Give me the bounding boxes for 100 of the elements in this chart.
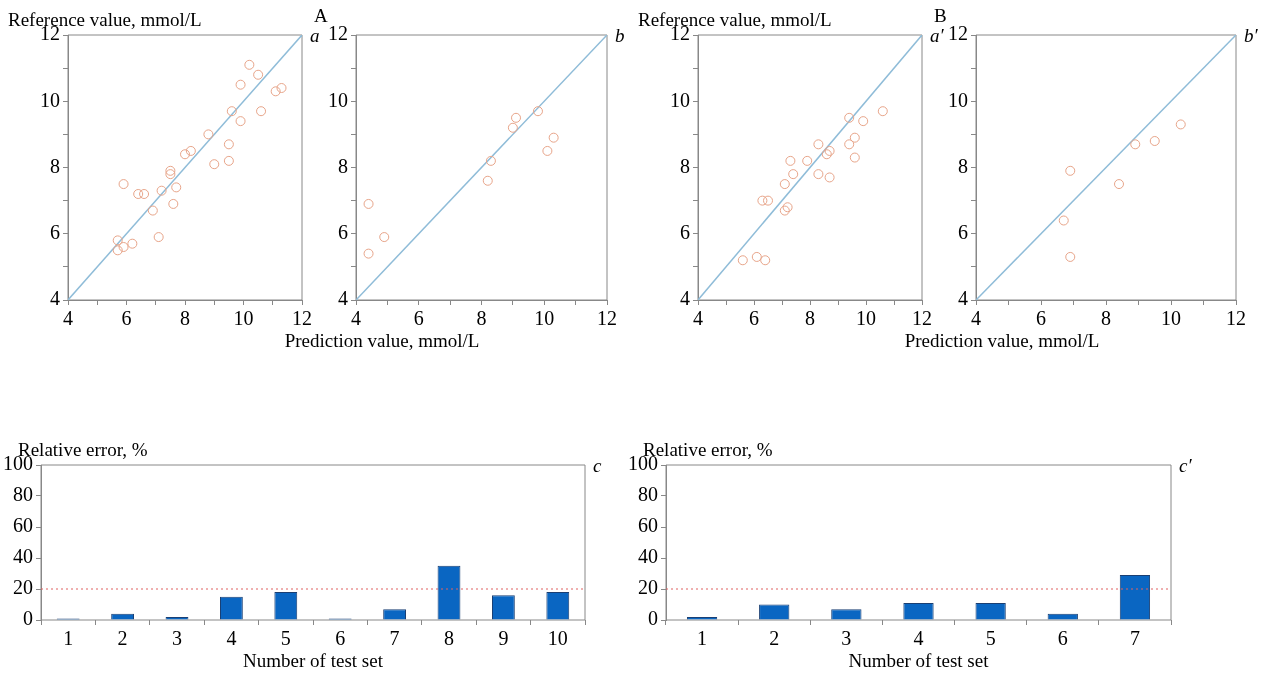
x-tick-label: 10 [1161,307,1181,330]
text: b′ [1244,25,1258,47]
y-tick-label: 6 [50,221,60,243]
point [256,106,267,117]
point [788,169,799,180]
point [147,205,158,216]
point [858,116,869,127]
x-tick-label: 6 [1057,627,1068,650]
y-tick-label: 6 [680,221,690,243]
y-tick-label: 40 [13,545,33,568]
x-tick-label: 10 [547,627,568,650]
point [760,255,771,266]
x-tick-label: 10 [856,307,876,330]
x-tick-label: 12 [1226,307,1246,330]
point [112,245,123,256]
point [1175,119,1186,130]
y-tick-label: 60 [13,514,33,537]
x-tick-label: 3 [172,627,182,650]
x-tick-label: 5 [985,627,996,650]
point [223,155,234,166]
x-tick-label: 8 [805,307,815,330]
text: c′ [1179,455,1192,477]
point [757,195,768,206]
x-tick-label: 8 [444,627,454,650]
text: a′ [930,25,944,47]
y-tick-label: 4 [50,287,60,310]
x-tick-label: 2 [769,627,780,650]
point [542,145,553,156]
point [821,149,832,160]
point [165,169,176,180]
point [209,159,220,170]
text: c [593,455,602,477]
point [226,106,237,117]
point [1065,251,1076,262]
x-tick-label: 12 [597,307,617,330]
x-tick-label: 4 [226,627,237,650]
y-tick-label: 60 [638,514,658,537]
point [1130,139,1141,150]
x-tick-label: 10 [233,307,254,330]
x-tick-label: 10 [534,307,555,330]
point [139,189,150,199]
x-tick-label: 12 [912,307,932,330]
text: a [310,25,320,47]
y-tick-label: 10 [948,88,968,111]
point [165,165,176,176]
y-tick-label: 10 [670,88,690,111]
y-tick-label: 8 [338,154,348,177]
x-tick-label: 1 [63,627,74,650]
y-tick-label: 80 [638,483,658,506]
x-tick-label: 6 [749,307,759,330]
point [511,112,522,123]
point [751,251,762,262]
y-tick-label: 10 [40,88,60,111]
y-tick-label: 8 [680,154,690,177]
y-tick-label: 4 [680,287,690,310]
point [779,179,790,190]
point [118,179,129,190]
point [133,189,144,199]
x-tick-label: 7 [1129,627,1140,650]
x-axis-title: Number of test set [847,650,990,672]
point [223,139,234,150]
point [785,155,796,166]
point [185,145,196,156]
y-tick-label: 8 [958,154,968,177]
point [824,145,835,156]
point [548,132,559,143]
x-tick-label: 4 [913,627,924,650]
x-tick-label: 3 [841,627,852,650]
point [849,152,860,163]
point [485,155,496,166]
point [171,182,182,193]
point [276,83,287,93]
point [844,112,855,123]
point [156,185,167,196]
x-tick-label: 7 [389,627,400,650]
point [482,175,493,186]
point [363,198,374,209]
point [127,238,138,249]
x-axis-title: Prediction value, mmol/L [903,330,1101,352]
point [1149,136,1160,146]
point [849,132,860,143]
point [244,59,255,70]
x-tick-label: 6 [121,307,132,330]
y-tick-label: 6 [958,221,968,243]
point [813,139,824,150]
y-tick-label: 20 [13,576,33,599]
x-tick-label: 8 [180,307,190,330]
point [1114,179,1124,190]
y-tick-label: 6 [338,221,348,243]
x-tick-label: 1 [697,627,708,650]
point [235,116,246,127]
point [270,86,281,97]
y-tick-label: 8 [50,154,60,177]
point [203,129,214,140]
point [877,106,888,117]
point [168,198,179,209]
point [532,106,543,117]
point [180,149,190,160]
x-tick-label: 8 [476,307,487,330]
text: B [934,5,947,27]
